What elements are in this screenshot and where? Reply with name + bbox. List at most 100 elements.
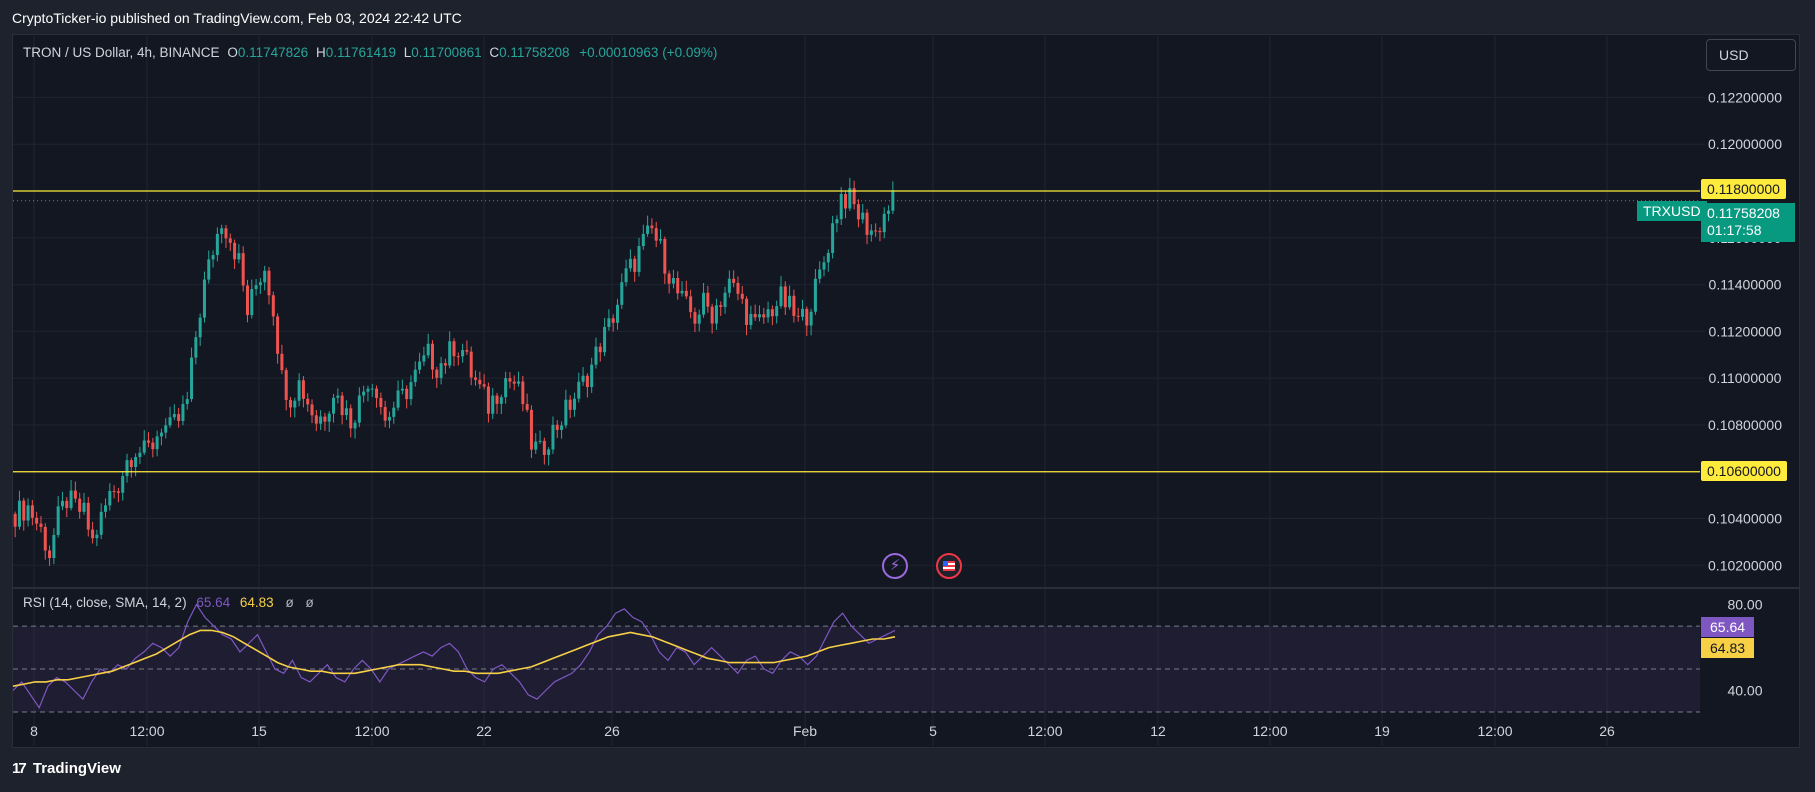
change-value: +0.00010963 (+0.09%) xyxy=(579,45,718,60)
candle-body xyxy=(82,502,86,512)
candle-body xyxy=(250,289,254,316)
candle-body xyxy=(164,425,168,433)
candle-body xyxy=(495,395,499,404)
candle-body xyxy=(48,550,52,558)
candle-body xyxy=(405,388,409,400)
candle-body xyxy=(202,279,206,318)
candle-body xyxy=(26,505,30,521)
candle-body xyxy=(422,355,426,362)
candle-body xyxy=(766,309,770,318)
y-tick-label: 0.12000000 xyxy=(1708,136,1782,152)
candle-body xyxy=(676,277,680,294)
us-flag-event-icon[interactable] xyxy=(936,553,962,579)
candle-body xyxy=(856,204,860,220)
candle-body xyxy=(465,350,469,352)
rsi-legend: RSI (14, close, SMA, 14, 2) 65.64 64.83 … xyxy=(23,595,314,610)
candle-body xyxy=(809,311,813,326)
candle-body xyxy=(499,397,503,404)
x-tick-label: 12:00 xyxy=(1027,723,1062,739)
y-tick-label: 0.11200000 xyxy=(1709,323,1782,339)
candle-body xyxy=(241,253,245,286)
rsi-tick-label: 80.00 xyxy=(1727,597,1762,613)
candle-body xyxy=(740,293,744,299)
candle-body xyxy=(142,440,146,453)
currency-button[interactable]: USD xyxy=(1706,39,1796,71)
candle-body xyxy=(800,308,805,317)
candle-body xyxy=(628,258,632,269)
candle-body xyxy=(659,239,663,241)
low-value: 0.11700861 xyxy=(411,45,482,60)
candle-body xyxy=(770,309,774,317)
candle-body xyxy=(228,238,232,243)
candle-body xyxy=(293,400,297,408)
y-tick-label: 0.10800000 xyxy=(1708,417,1782,433)
rsi-sma-line xyxy=(12,629,896,687)
candle-body xyxy=(560,425,564,430)
candle-body xyxy=(344,408,348,416)
candle-body xyxy=(319,416,323,424)
candle-body xyxy=(190,357,194,400)
candle-body xyxy=(547,449,551,455)
candle-body xyxy=(865,212,869,235)
candle-body xyxy=(418,361,422,370)
candle-body xyxy=(637,246,641,272)
candle-body xyxy=(147,440,151,443)
candle-body xyxy=(598,346,602,353)
candle-body xyxy=(607,318,611,327)
candle-body xyxy=(211,255,215,260)
candle-body xyxy=(792,295,796,316)
y-tick-label: 0.11400000 xyxy=(1709,277,1782,293)
candle-body xyxy=(289,399,293,408)
candle-body xyxy=(194,337,198,358)
candle-body xyxy=(831,223,835,253)
candle-body xyxy=(134,457,138,468)
candle-body xyxy=(125,460,129,477)
candle-body xyxy=(525,404,529,410)
candle-body xyxy=(35,517,39,524)
last-price-label: 0.11758208 01:17:58 xyxy=(1701,203,1795,242)
candle-body xyxy=(577,381,581,399)
candle-body xyxy=(521,381,525,405)
candle-body xyxy=(267,270,271,296)
candle-body xyxy=(430,343,434,370)
candle-body xyxy=(95,534,99,539)
lightning-event-icon[interactable]: ⚡ xyxy=(882,553,908,579)
candle-body xyxy=(719,305,723,307)
candle-body xyxy=(736,282,740,294)
candle-body xyxy=(693,312,697,324)
candle-body xyxy=(121,476,125,493)
close-label: C xyxy=(489,45,500,60)
chart-frame[interactable] xyxy=(12,34,1800,748)
candle-body xyxy=(233,242,237,260)
candle-body xyxy=(568,399,572,410)
candle-body xyxy=(30,505,34,518)
candle-body xyxy=(73,490,77,499)
candle-body xyxy=(529,409,533,450)
candle-body xyxy=(103,505,108,512)
symbol-tag-label: TRXUSD xyxy=(1637,201,1707,221)
x-tick-label: 26 xyxy=(604,723,620,739)
candle-body xyxy=(874,230,878,232)
candle-body xyxy=(383,407,387,421)
candle-body xyxy=(564,399,568,426)
x-tick-label: 15 xyxy=(251,723,267,739)
candle-body xyxy=(340,395,344,416)
candle-body xyxy=(542,440,546,455)
candle-body xyxy=(796,315,800,317)
tradingview-footer[interactable]: 17 TradingView xyxy=(12,760,121,777)
candle-body xyxy=(861,212,865,220)
y-tick-label: 0.10400000 xyxy=(1708,511,1782,527)
candle-body xyxy=(555,424,559,430)
candle-body xyxy=(362,391,366,396)
candle-body xyxy=(258,282,262,286)
candle-body xyxy=(732,278,736,283)
candle-body xyxy=(826,252,830,263)
candle-body xyxy=(869,230,873,235)
sma-legend-value: 64.83 xyxy=(239,595,274,610)
rsi-tick-label: 40.00 xyxy=(1727,683,1762,699)
candle-body xyxy=(624,268,628,283)
candle-body xyxy=(835,219,839,224)
candle-body xyxy=(185,399,189,404)
symbol-title: TRON / US Dollar, 4h, BINANCE xyxy=(23,45,220,60)
